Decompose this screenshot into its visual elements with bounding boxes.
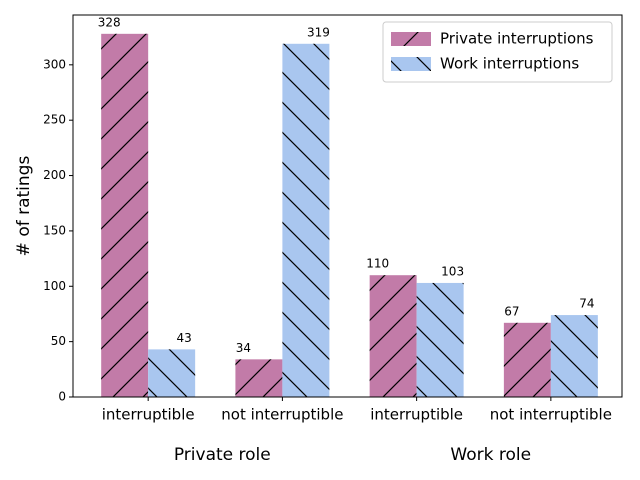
y-axis-label: # of ratings (14, 156, 34, 257)
bar-hatch (503, 322, 551, 397)
x-tick-label: not interruptible (490, 406, 612, 424)
y-tick-label: 100 (43, 279, 66, 293)
legend-swatch-hatch (391, 57, 431, 71)
bar-hatch (369, 275, 417, 397)
value-label: 67 (504, 304, 519, 318)
y-tick-label: 250 (43, 113, 66, 127)
bar-hatch (235, 359, 283, 397)
bar-hatch (550, 315, 598, 397)
axes-frame (72, 14, 623, 398)
x-tick-label: interruptible (102, 406, 195, 424)
x-tick-label: not interruptible (221, 406, 343, 424)
legend-swatch-hatch (391, 32, 431, 46)
legend-label: Work interruptions (440, 55, 579, 73)
x-tick-label: interruptible (370, 406, 463, 424)
bar-hatch (148, 349, 196, 397)
y-tick-label: 200 (43, 168, 66, 182)
value-label: 43 (177, 331, 192, 345)
value-label: 74 (579, 297, 594, 311)
legend-box (382, 21, 613, 83)
bar-hatch (101, 33, 149, 398)
bar-hatch (282, 43, 330, 398)
bar-hatch (416, 282, 464, 397)
y-tick-label: 150 (43, 223, 66, 237)
y-tick-label: 0 (58, 390, 66, 404)
value-label: 328 (98, 15, 121, 29)
legend-label: Private interruptions (440, 30, 594, 48)
value-label: 103 (441, 264, 464, 278)
y-tick-label: 50 (51, 334, 66, 348)
value-label: 34 (236, 341, 251, 355)
value-label: 110 (366, 257, 389, 271)
group-label: Private role (174, 445, 271, 465)
group-label: Work role (450, 445, 531, 465)
y-tick-label: 300 (43, 57, 66, 71)
value-label: 319 (307, 25, 330, 39)
